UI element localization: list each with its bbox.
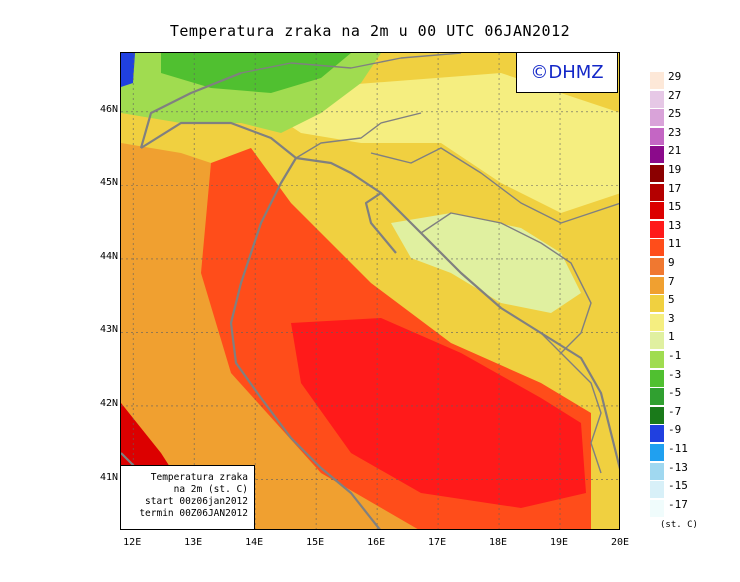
legend-label: 25 (668, 107, 682, 121)
legend-swatch (650, 332, 664, 350)
legend-label: 7 (668, 274, 675, 288)
legend-swatch (650, 369, 664, 387)
legend-label: 13 (668, 218, 682, 232)
legend-swatch (650, 127, 664, 145)
legend-label: 15 (668, 200, 682, 214)
legend-label: -7 (668, 404, 682, 418)
x-tick-label: 17E (428, 537, 447, 548)
legend-swatch (650, 183, 664, 201)
legend-label: 11 (668, 237, 682, 251)
legend-swatch (650, 462, 664, 480)
legend-label: -1 (668, 349, 682, 362)
legend-swatch (650, 351, 664, 368)
legend-swatch (650, 276, 664, 294)
legend-label: -17 (668, 497, 688, 511)
y-tick-label: 43N (99, 324, 118, 336)
legend-units: (st. C) (660, 520, 698, 530)
info-box: Temperatura zraka na 2m (st. C) start 00… (120, 465, 255, 530)
x-tick-label: 19E (549, 537, 569, 548)
legend-label: 19 (668, 163, 682, 176)
legend-swatch (650, 258, 664, 275)
legend-swatch (650, 444, 664, 461)
legend-swatch (650, 499, 664, 517)
legend-label: 3 (668, 311, 675, 325)
legend-label: 21 (668, 144, 682, 158)
country-borders (240, 53, 619, 474)
legend-swatch (650, 481, 664, 499)
legend-swatch (650, 425, 664, 443)
legend-swatch (650, 109, 664, 127)
x-tick-label: 13E (184, 537, 203, 548)
info-line: na 2m (st. C) (173, 484, 248, 495)
alpine-cold-region (161, 53, 351, 93)
info-line: termin 00Z06JAN2012 (139, 508, 248, 519)
legend-label: 9 (668, 256, 675, 269)
legend-swatch (650, 202, 664, 220)
x-tick-label: 20E (610, 537, 630, 548)
legend-label: 5 (668, 293, 675, 307)
x-tick-label: 18E (489, 537, 508, 548)
land-cool-region (391, 213, 581, 313)
y-tick-label: 41N (99, 471, 118, 483)
legend-label: -11 (668, 442, 688, 455)
legend-swatch (650, 220, 664, 238)
legend-swatch (650, 313, 664, 331)
map-title: Temperatura zraka na 2m u 00 UTC 06JAN20… (169, 22, 571, 40)
y-tick-label: 42N (99, 397, 118, 409)
legend-swatch (650, 388, 664, 406)
legend-swatch (650, 165, 664, 182)
legend-swatch (650, 406, 664, 424)
legend-label: -5 (668, 386, 682, 400)
legend-label: -15 (668, 479, 688, 493)
legend-label: 27 (668, 88, 682, 102)
x-tick-label: 16E (367, 537, 386, 548)
y-tick-label: 46N (99, 103, 118, 115)
legend-swatch (650, 295, 664, 313)
legend-label: 1 (668, 330, 675, 344)
alpine-coldest-region (121, 53, 135, 87)
legend-label: -9 (668, 423, 682, 437)
dhmz-watermark: ©DHMZ (516, 52, 618, 93)
legend-label: 17 (668, 181, 682, 195)
x-tick-label: 15E (306, 537, 325, 548)
land-mild-region (241, 73, 619, 213)
legend-swatch (650, 239, 664, 257)
legend-label: -3 (668, 367, 682, 381)
legend-swatch (650, 90, 664, 108)
legend-label: -13 (668, 460, 688, 474)
legend-swatch (650, 72, 664, 89)
info-line: start 00z06jan2012 (145, 496, 248, 507)
info-line: Temperatura zraka (150, 472, 248, 483)
temperature-map (120, 52, 620, 530)
y-tick-label: 45N (99, 177, 118, 189)
legend-swatch (650, 146, 664, 164)
x-tick-label: 12E (123, 537, 142, 548)
adriatic-sea-core (291, 318, 586, 508)
legend-label: 23 (668, 125, 682, 139)
legend-label: 29 (668, 70, 682, 83)
x-tick-label: 14E (245, 537, 264, 548)
y-tick-label: 44N (99, 250, 118, 262)
